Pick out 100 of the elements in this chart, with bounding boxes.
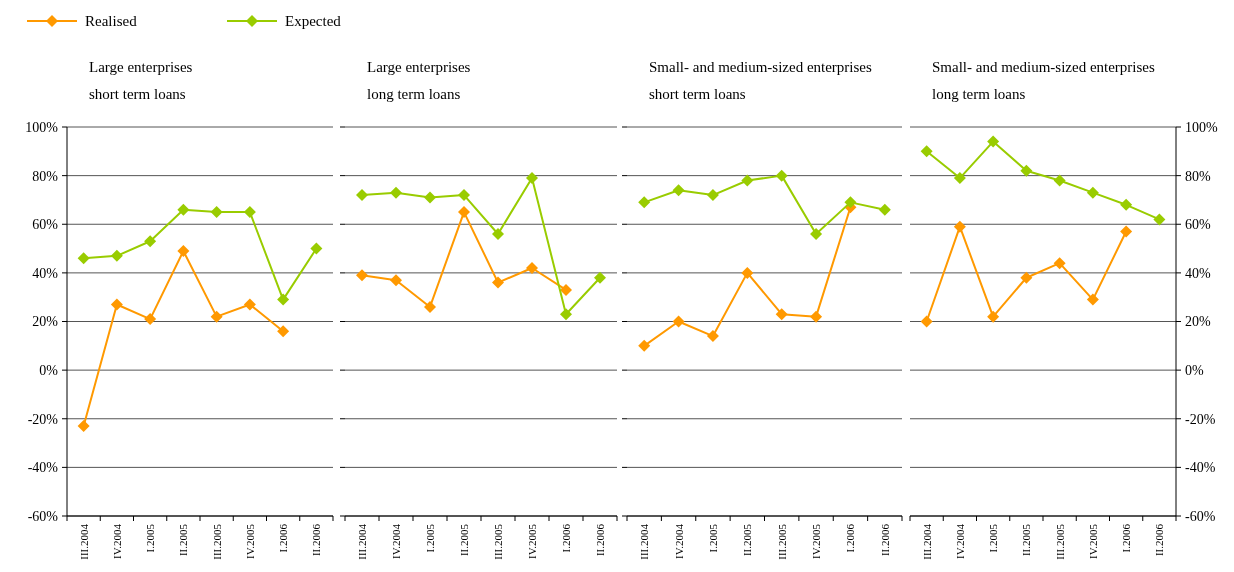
point: [775, 308, 788, 321]
x-tick-label: II.2006: [594, 523, 606, 557]
point: [390, 274, 402, 287]
point: [741, 174, 754, 187]
chart-title: Large enterprises long term loans: [367, 59, 471, 102]
y-tick-label: 40%: [32, 265, 59, 281]
chart-title: Small- and medium-sized enterprises short term loans: [649, 59, 873, 102]
y-tick-label: 60%: [32, 217, 59, 233]
point: [741, 266, 754, 279]
point: [356, 189, 368, 202]
x-tick-label: III.2005: [210, 523, 223, 560]
y-tick-label: -40%: [1185, 460, 1216, 476]
y-tick-label: -60%: [1185, 508, 1216, 524]
y-tick-label: -20%: [1185, 411, 1216, 427]
x-tick-label: I.2006: [1120, 523, 1133, 553]
point: [243, 298, 256, 311]
point: [110, 249, 123, 262]
x-tick-label: IV.2005: [243, 523, 256, 559]
point: [775, 169, 788, 182]
point: [210, 206, 223, 219]
x-tick-label: I.2005: [144, 523, 157, 553]
point: [492, 227, 504, 240]
x-tick-label: III.2004: [356, 523, 368, 560]
point: [458, 189, 470, 202]
point: [390, 186, 402, 199]
point: [356, 269, 368, 282]
y-tick-label: 40%: [1185, 265, 1211, 281]
point: [1153, 213, 1166, 226]
chart-title: Large enterprises short term loans: [89, 59, 193, 102]
x-tick-label: III.2005: [1053, 523, 1066, 560]
chart-title: Small- and medium-sized enterprises long term loans: [932, 59, 1156, 102]
x-tick-label: III.2004: [638, 523, 651, 560]
point: [77, 252, 90, 265]
x-tick-label: IV.2004: [390, 523, 402, 559]
y-tick-label: 80%: [1185, 168, 1211, 184]
x-tick-label: IV.2005: [526, 523, 538, 559]
x-tick-label: I.2005: [424, 523, 436, 553]
x-tick-label: I.2005: [987, 523, 1000, 553]
x-tick-label: I.2006: [844, 523, 857, 553]
point: [594, 271, 606, 284]
point: [310, 242, 323, 255]
y-tick-label: 0%: [39, 363, 59, 379]
x-tick-label: II.2006: [1153, 523, 1166, 557]
point: [844, 196, 857, 209]
point: [953, 220, 966, 233]
point: [1053, 257, 1066, 270]
y-tick-label: 0%: [1185, 363, 1204, 379]
point: [878, 203, 891, 216]
point: [144, 313, 157, 326]
y-tick-label: -60%: [27, 508, 59, 524]
y-tick-label: 100%: [1185, 119, 1218, 135]
point: [526, 262, 538, 275]
point: [920, 145, 933, 158]
point: [458, 206, 470, 219]
x-tick-label: II.2005: [458, 523, 470, 557]
point: [1053, 174, 1066, 187]
y-tick-label: 20%: [1185, 314, 1211, 330]
point: [526, 172, 538, 185]
x-tick-label: III.2005: [492, 523, 504, 560]
x-tick-label: IV.2004: [953, 523, 966, 559]
x-tick-label: I.2006: [277, 523, 290, 553]
x-tick-label: II.2006: [878, 523, 891, 557]
x-tick-label: II.2005: [1020, 523, 1033, 557]
x-tick-label: II.2005: [741, 523, 754, 557]
y-tick-label: 60%: [1185, 217, 1211, 233]
legend-label: Expected: [285, 13, 342, 30]
x-tick-label: III.2004: [77, 523, 90, 560]
x-tick-label: III.2004: [920, 523, 933, 560]
point: [277, 293, 290, 306]
point: [987, 135, 1000, 148]
point: [672, 315, 685, 328]
point: [560, 308, 572, 321]
x-tick-label: IV.2005: [1086, 523, 1099, 559]
y-tick-label: 100%: [25, 119, 59, 135]
point: [1120, 198, 1133, 211]
point: [920, 315, 933, 328]
point: [672, 184, 685, 197]
point: [144, 235, 157, 248]
point: [1020, 271, 1033, 284]
y-tick-label: -20%: [27, 411, 59, 427]
point: [177, 203, 190, 216]
point: [424, 191, 436, 204]
point: [953, 172, 966, 185]
x-tick-label: II.2005: [177, 523, 190, 557]
point: [638, 196, 651, 209]
point: [1120, 225, 1133, 238]
y-tick-label: -40%: [27, 460, 59, 476]
x-tick-label: I.2005: [706, 523, 719, 553]
point: [987, 310, 1000, 323]
point: [277, 325, 290, 338]
point: [492, 276, 504, 289]
legend-label: Realised: [85, 13, 138, 30]
point: [210, 310, 223, 323]
point: [1086, 293, 1099, 306]
point: [77, 420, 90, 433]
point: [706, 330, 719, 343]
point: [424, 300, 436, 313]
point: [560, 283, 572, 296]
point: [810, 227, 823, 240]
x-tick-label: II.2006: [310, 523, 323, 557]
